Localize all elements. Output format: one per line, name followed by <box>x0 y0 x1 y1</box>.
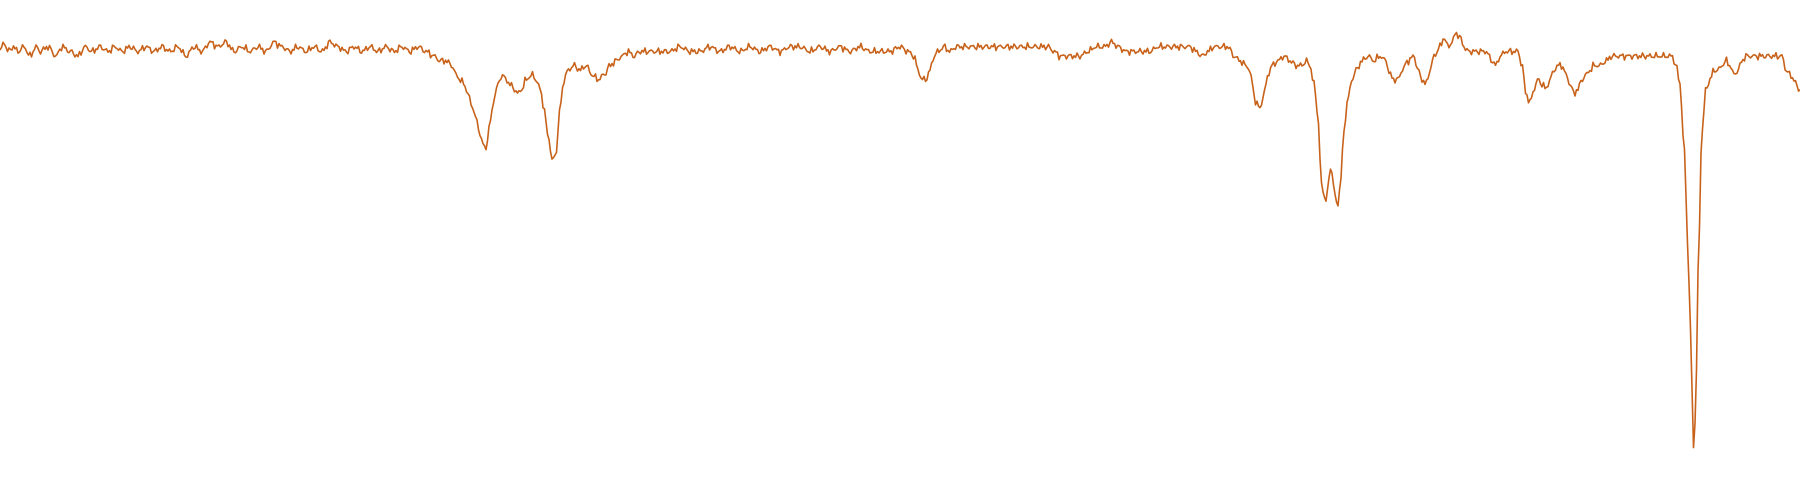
series-line <box>0 31 1800 449</box>
